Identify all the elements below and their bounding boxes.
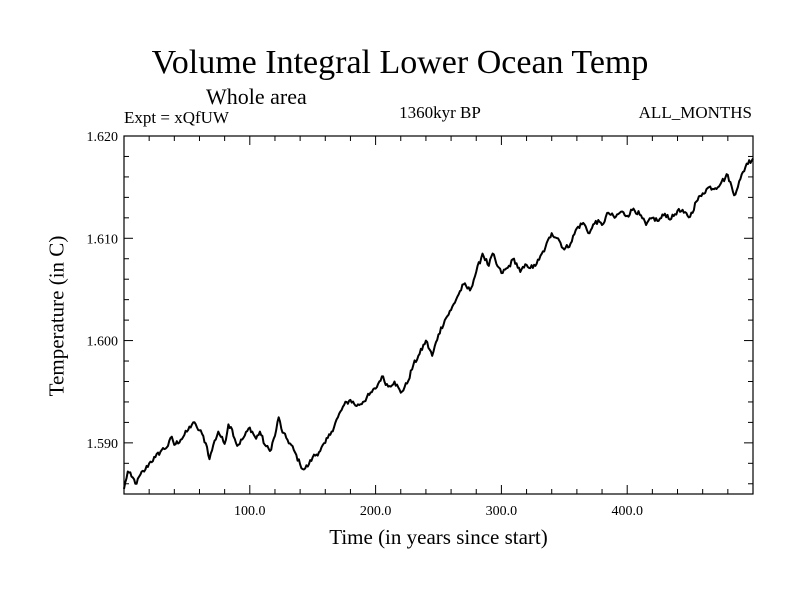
- experiment-label: Expt = xQfUW: [124, 108, 229, 127]
- x-tick-label: 400.0: [611, 504, 643, 519]
- data-series: [123, 157, 754, 490]
- chart-title: Volume Integral Lower Ocean Temp: [151, 44, 649, 81]
- y-tick-label: 1.590: [87, 437, 119, 452]
- x-tick-label: 300.0: [486, 504, 518, 519]
- months-label: ALL_MONTHS: [638, 103, 752, 122]
- series-line: [123, 157, 754, 490]
- x-axis-label: Time (in years since start): [329, 525, 548, 549]
- x-tick-label: 100.0: [234, 504, 266, 519]
- y-tick-label: 1.610: [87, 232, 119, 247]
- axis-ticks: 100.0 200.0 300.0 400.0 1.590 1.600 1.610 1.620: [87, 130, 753, 519]
- x-tick-label: 200.0: [360, 504, 392, 519]
- y-tick-label: 1.620: [87, 130, 119, 145]
- period-label: 1360kyr BP: [399, 103, 481, 122]
- chart-subtitle: Whole area: [206, 84, 307, 109]
- y-tick-label: 1.600: [87, 335, 119, 350]
- plot-frame: [123, 135, 754, 495]
